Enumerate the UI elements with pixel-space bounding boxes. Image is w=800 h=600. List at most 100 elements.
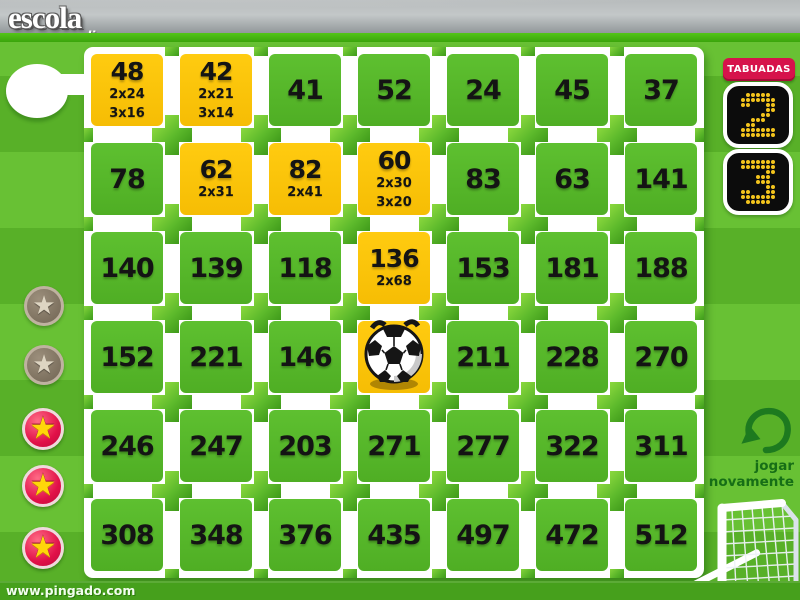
footer-bar: www.pingado.com <box>0 581 800 600</box>
tabuada-2-tile[interactable] <box>723 82 793 148</box>
tile-factor: 2x31 <box>198 185 234 201</box>
tile-number: 37 <box>643 74 680 106</box>
connector-plus <box>329 470 370 511</box>
connector-stub <box>695 305 704 320</box>
tile-number: 497 <box>456 519 510 551</box>
tile-factor: 2x24 <box>109 86 145 102</box>
connector-plus <box>418 381 459 422</box>
play-again-arrow-icon[interactable] <box>736 403 794 459</box>
soccer-ball <box>360 314 430 394</box>
tile-41[interactable]: 41 <box>269 54 341 126</box>
tile-24[interactable]: 24 <box>447 54 519 126</box>
star-icon: ★ <box>29 530 57 565</box>
tile-348[interactable]: 348 <box>180 499 252 571</box>
tile-118[interactable]: 118 <box>269 232 341 304</box>
tile-number: 322 <box>545 430 599 462</box>
tile-factor: 3x14 <box>198 105 234 121</box>
tile-number: 63 <box>554 163 591 195</box>
tile-42[interactable]: 42 2x21 3x14 <box>180 54 252 126</box>
tile-146[interactable]: 146 <box>269 321 341 393</box>
tile-140[interactable]: 140 <box>91 232 163 304</box>
tile-number: 139 <box>189 252 243 284</box>
tile-number: 62 <box>199 155 234 185</box>
score-badge-inactive: ★ <box>24 345 64 385</box>
star-icon: ★ <box>29 411 57 446</box>
tile-45[interactable]: 45 <box>536 54 608 126</box>
score-badge-active: ★ <box>22 408 64 450</box>
connector-plus <box>240 292 281 333</box>
star-icon: ★ <box>32 291 56 321</box>
tile-number: 221 <box>189 341 243 373</box>
tile-136[interactable]: 136 2x68 <box>358 232 430 304</box>
tile-52[interactable]: 52 <box>358 54 430 126</box>
tile-number: 203 <box>278 430 332 462</box>
play-again-button[interactable]: jogar novamente <box>700 458 794 490</box>
tile-number: 42 <box>199 56 234 86</box>
tile-number: 41 <box>287 74 324 106</box>
tile-152[interactable]: 152 <box>91 321 163 393</box>
tile-270[interactable]: 270 <box>625 321 697 393</box>
tile-221[interactable]: 221 <box>180 321 252 393</box>
connector-stub <box>695 127 704 142</box>
board: 48 2x24 3x16 42 2x21 3x14 41 52 24 45 37 78 62 2x31 82… <box>84 47 704 578</box>
connector-plus <box>507 292 548 333</box>
connector-plus <box>507 203 548 244</box>
tile-203[interactable]: 203 <box>269 410 341 482</box>
tile-62[interactable]: 62 2x31 <box>180 143 252 215</box>
tile-228[interactable]: 228 <box>536 321 608 393</box>
tile-311[interactable]: 311 <box>625 410 697 482</box>
tile-497[interactable]: 497 <box>447 499 519 571</box>
connector-plus <box>507 470 548 511</box>
tile-141[interactable]: 141 <box>625 143 697 215</box>
tile-number: 136 <box>369 244 419 274</box>
connector-plus <box>596 203 637 244</box>
tabuada-3-tile[interactable] <box>723 149 793 215</box>
tile-number: 52 <box>376 74 413 106</box>
tile-60[interactable]: 60 2x30 3x20 <box>358 143 430 215</box>
connector-plus <box>418 114 459 155</box>
connector-stub <box>520 47 535 56</box>
tile-139[interactable]: 139 <box>180 232 252 304</box>
connector-stub <box>695 216 704 231</box>
tile-63[interactable]: 63 <box>536 143 608 215</box>
tile-376[interactable]: 376 <box>269 499 341 571</box>
connector-plus <box>240 203 281 244</box>
tile-78[interactable]: 78 <box>91 143 163 215</box>
tile-435[interactable]: 435 <box>358 499 430 571</box>
tile-number: 270 <box>634 341 688 373</box>
tile-83[interactable]: 83 <box>447 143 519 215</box>
tile-number: 140 <box>100 252 154 284</box>
tile-211[interactable]: 211 <box>447 321 519 393</box>
connector-plus <box>507 381 548 422</box>
connector-plus <box>596 114 637 155</box>
tile-153[interactable]: 153 <box>447 232 519 304</box>
tile-308[interactable]: 308 <box>91 499 163 571</box>
connector-stub <box>520 569 535 578</box>
tile-472[interactable]: 472 <box>536 499 608 571</box>
tile-271[interactable]: 271 <box>358 410 430 482</box>
tile-82[interactable]: 82 2x41 <box>269 143 341 215</box>
tile-181[interactable]: 181 <box>536 232 608 304</box>
tile-322[interactable]: 322 <box>536 410 608 482</box>
connector-plus <box>151 292 192 333</box>
tile-number: 24 <box>465 74 502 106</box>
tile-277[interactable]: 277 <box>447 410 519 482</box>
tile-number: 82 <box>288 155 323 185</box>
tile-512[interactable]: 512 <box>625 499 697 571</box>
connector-stub <box>84 216 93 231</box>
tile-246[interactable]: 246 <box>91 410 163 482</box>
tile-247[interactable]: 247 <box>180 410 252 482</box>
connector-plus <box>240 114 281 155</box>
tile-37[interactable]: 37 <box>625 54 697 126</box>
tile-ball[interactable] <box>358 319 430 393</box>
tile-48[interactable]: 48 2x24 3x16 <box>91 54 163 126</box>
connector-stub <box>695 483 704 498</box>
tile-188[interactable]: 188 <box>625 232 697 304</box>
score-badge-active: ★ <box>22 527 64 569</box>
connector-plus <box>151 381 192 422</box>
tile-number: 247 <box>189 430 243 462</box>
connector-stub <box>84 394 93 409</box>
tile-number: 277 <box>456 430 510 462</box>
tile-number: 376 <box>278 519 332 551</box>
tile-number: 181 <box>545 252 599 284</box>
